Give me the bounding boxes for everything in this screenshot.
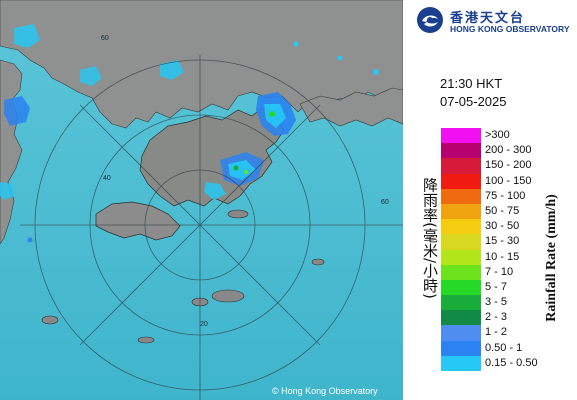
- range-rings: [20, 55, 403, 400]
- legend-swatch: [441, 325, 481, 341]
- legend-range-label: 15 - 30: [485, 235, 520, 248]
- legend-swatch: [441, 188, 481, 204]
- legend-range-label: 50 - 75: [485, 204, 520, 217]
- copyright-text: © Hong Kong Observatory: [272, 386, 378, 396]
- legend-swatch: [441, 173, 481, 189]
- legend-row: 15 - 30: [441, 234, 571, 250]
- legend-title-cn: 降雨率(毫米/小時): [421, 177, 439, 299]
- legend-swatch: [441, 234, 481, 250]
- island: [227, 209, 249, 219]
- legend-row: >300: [441, 128, 571, 144]
- legend-range-label: 10 - 15: [485, 250, 520, 263]
- legend-range-label: 200 - 300: [485, 144, 532, 157]
- radar-map[interactable]: 60 40 20 60 © Hong Kong Observatory: [0, 0, 403, 400]
- legend-row: 150 - 200: [441, 158, 571, 174]
- legend-row: 2 - 3: [441, 310, 571, 326]
- legend-row: 7 - 10: [441, 264, 571, 280]
- legend-panel: 香港天文台 HONG KONG OBSERVATORY 21:30 HKT 07…: [403, 0, 577, 400]
- legend-swatch: [441, 219, 481, 235]
- legend-row: 200 - 300: [441, 143, 571, 159]
- hko-emblem-icon: [417, 7, 443, 33]
- legend-range-label: 1 - 2: [485, 326, 508, 339]
- legend-swatch: [441, 340, 481, 356]
- legend-swatch: [441, 249, 481, 265]
- ring-label: 60: [101, 35, 109, 42]
- legend-range-label: 100 - 150: [485, 174, 532, 187]
- legend-range-label: 30 - 50: [485, 220, 520, 233]
- legend-swatch: [441, 203, 481, 220]
- legend-swatch: [441, 279, 481, 296]
- hko-logo: 香港天文台 HONG KONG OBSERVATORY: [416, 6, 574, 38]
- rainfall-legend: >300 200 - 300 150 - 200 100 - 150 75 - 100 5…: [441, 128, 571, 371]
- legend-range-label: 2 - 3: [485, 311, 508, 324]
- legend-row: 30 - 50: [441, 219, 571, 235]
- legend-swatch: [441, 310, 481, 326]
- legend-range-label: 0.50 - 1: [485, 341, 523, 354]
- legend-swatch: [441, 264, 481, 280]
- org-name-en: HONG KONG OBSERVATORY: [450, 24, 570, 34]
- island: [211, 289, 245, 303]
- island: [41, 315, 59, 325]
- legend-range-label: 150 - 200: [485, 159, 532, 172]
- legend-swatch: [441, 158, 481, 174]
- org-name-cn: 香港天文台: [450, 11, 526, 26]
- radar-echoes: [0, 24, 379, 243]
- legend-swatch: [441, 128, 481, 144]
- legend-swatch: [441, 295, 481, 311]
- ring-label: 60: [381, 199, 389, 206]
- legend-title-en: Rainfall Rate (mm/h): [544, 194, 559, 322]
- island: [311, 258, 325, 266]
- legend-row: 75 - 100: [441, 188, 571, 204]
- radar-date: 07-05-2025: [440, 94, 507, 109]
- island: [137, 336, 155, 344]
- legend-row: 0.50 - 1: [441, 340, 571, 356]
- legend-row: 10 - 15: [441, 249, 571, 265]
- legend-row: 5 - 7: [441, 279, 571, 296]
- legend-row: 100 - 150: [441, 173, 571, 189]
- legend-row: 0.15 - 0.50: [441, 355, 571, 371]
- legend-range-label: 7 - 10: [485, 265, 514, 278]
- radar-time: 21:30 HKT: [440, 76, 503, 91]
- legend-range-label: 0.15 - 0.50: [485, 356, 538, 369]
- legend-row: 3 - 5: [441, 295, 571, 311]
- legend-swatch: [441, 355, 481, 371]
- legend-row: 50 - 75: [441, 203, 571, 220]
- ring-label: 40: [103, 175, 111, 182]
- lantau-island: [95, 201, 181, 241]
- legend-range-label: 5 - 7: [485, 280, 508, 293]
- legend-range-label: 75 - 100: [485, 189, 526, 202]
- legend-range-label: >300: [485, 129, 510, 141]
- legend-range-label: 3 - 5: [485, 296, 508, 309]
- ring-label: 20: [200, 321, 208, 328]
- legend-swatch: [441, 143, 481, 159]
- eastern-landmass: [299, 87, 403, 127]
- legend-row: 1 - 2: [441, 325, 571, 341]
